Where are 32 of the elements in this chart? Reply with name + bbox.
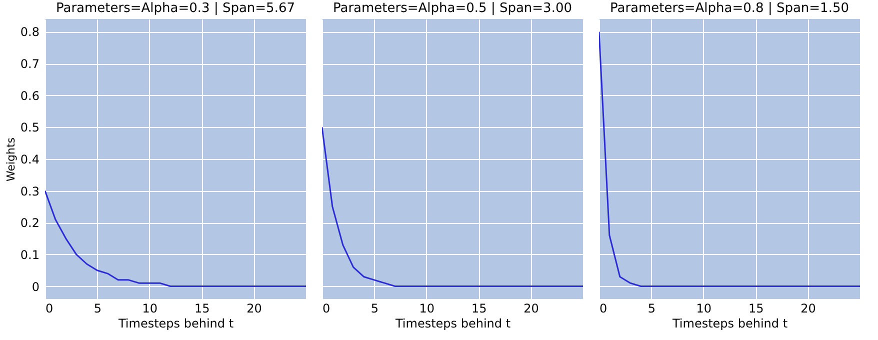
x-tick-label: 15 xyxy=(194,302,210,316)
x-tick-label: 15 xyxy=(471,302,487,316)
y-tick-label: 0.2 xyxy=(20,216,40,230)
x-tick-label: 10 xyxy=(696,302,712,316)
x-tick-label: 10 xyxy=(142,302,158,316)
y-tick-label: 0.3 xyxy=(20,184,40,198)
x-axis-title: Timesteps behind t xyxy=(394,316,511,330)
chart-title: Parameters=Alpha=0.8 | Span=1.50 xyxy=(610,1,850,16)
chart-title: Parameters=Alpha=0.3 | Span=5.67 xyxy=(56,1,296,16)
x-tick-label: 20 xyxy=(524,302,539,316)
y-tick-label: 0.6 xyxy=(20,88,40,103)
y-tick-label: 0 xyxy=(32,280,40,294)
y-tick-label: 0.4 xyxy=(20,152,40,166)
x-tick-label: 0 xyxy=(46,302,54,316)
line-series xyxy=(45,190,306,288)
x-tick-label: 5 xyxy=(648,302,656,316)
y-tick-label: 0.7 xyxy=(20,57,40,72)
y-axis-title: Weights xyxy=(4,137,18,182)
y-tick-label: 0.5 xyxy=(20,120,40,135)
x-axis-title: Timesteps behind t xyxy=(671,316,788,330)
x-tick-label: 15 xyxy=(748,302,764,316)
x-tick-label: 5 xyxy=(94,302,102,316)
x-axis-title: Timesteps behind t xyxy=(117,316,234,330)
x-tick-label: 10 xyxy=(419,302,435,316)
x-tick-label: 0 xyxy=(322,302,330,316)
x-tick-label: 20 xyxy=(800,302,816,316)
chart-title: Parameters=Alpha=0.5 | Span=3.00 xyxy=(332,1,572,16)
x-tick-label: 5 xyxy=(370,302,379,316)
x-tick-label: 0 xyxy=(600,302,608,316)
y-tick-label: 0.8 xyxy=(20,25,40,40)
y-tick-label: 0.1 xyxy=(20,248,40,262)
x-tick-label: 20 xyxy=(246,302,262,316)
